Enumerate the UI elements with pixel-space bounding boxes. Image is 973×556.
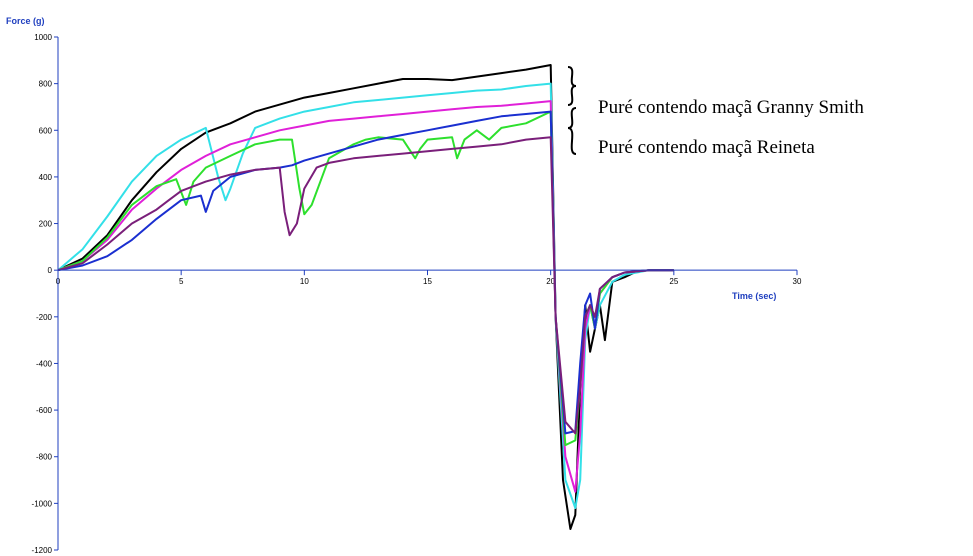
x-tick-label: 20 [546, 277, 555, 286]
y-tick-label: -400 [36, 359, 53, 368]
brace-top [567, 66, 577, 106]
axis-ticks: 1000 800 600 400 200 0 -200 -400 -600 -800 -1000 -1… [32, 33, 802, 555]
x-tick-label: 25 [669, 277, 678, 286]
y-tick-label: -1200 [32, 546, 53, 555]
y-tick-label: 800 [39, 80, 53, 89]
y-axis-label: Force (g) [6, 16, 45, 26]
x-tick-label: 10 [300, 277, 309, 286]
annotation-reineta: Puré contendo maçã Reineta [598, 137, 815, 158]
y-tick-label: -800 [36, 453, 53, 462]
x-tick-label: 5 [179, 277, 184, 286]
annotation-granny-smith: Puré contendo maçã Granny Smith [598, 97, 864, 118]
y-tick-label: 0 [48, 266, 53, 275]
y-tick-label: 1000 [34, 33, 52, 42]
y-tick-label: 400 [39, 173, 53, 182]
series-line-2 [57, 82, 674, 509]
y-tick-label: 600 [39, 126, 53, 135]
y-tick-label: -200 [36, 313, 53, 322]
series-line-5 [57, 110, 674, 435]
y-tick-label: -600 [36, 406, 53, 415]
series-line-1 [57, 64, 674, 530]
y-tick-label: 200 [39, 220, 53, 229]
x-tick-label: 30 [793, 277, 802, 286]
x-axis-label: Time (sec) [732, 291, 776, 301]
x-tick-label: 15 [423, 277, 432, 286]
brace-bottom [567, 107, 577, 155]
series-line-6 [57, 136, 674, 435]
series-layer [57, 64, 674, 530]
y-tick-label: -1000 [32, 499, 53, 508]
